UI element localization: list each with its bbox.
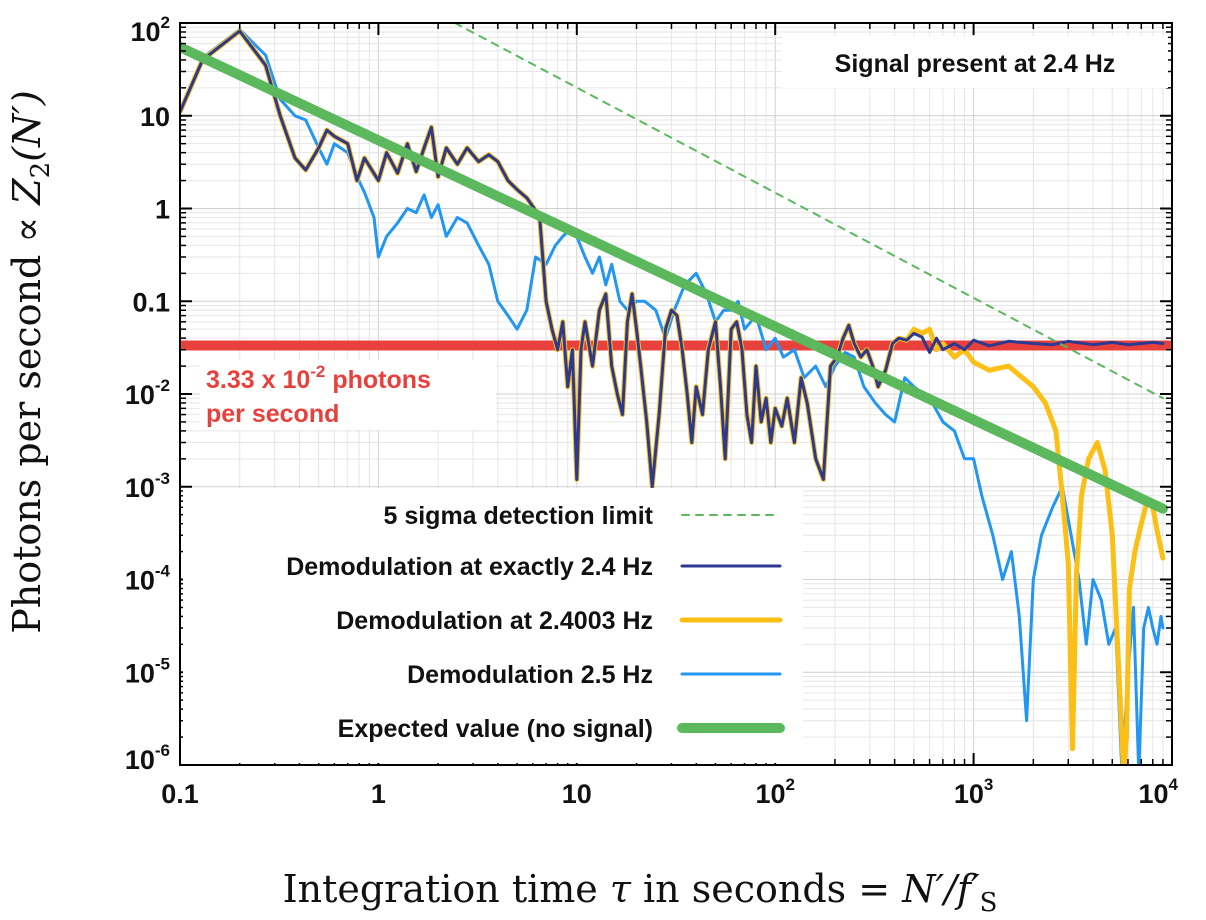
x-tick-label: 1: [371, 779, 386, 809]
series-demodulation-2-5-hz: [180, 28, 1165, 765]
legend-label-expected-value-no-signal: Expected value (no signal): [338, 715, 653, 743]
legend-label-demodulation-at-exactly-2-4-hz: Demodulation at exactly 2.4 Hz: [286, 553, 653, 581]
y-tick-label: 10-4: [125, 562, 171, 596]
series-expected-value-no-signal: [180, 42, 1168, 514]
y-tick-label: 10-3: [125, 469, 170, 503]
y-tick-label: 10: [140, 102, 170, 132]
series-demodulation-at-exactly-2-4-hz: [180, 29, 1165, 489]
y-tick-label: 0.1: [132, 287, 170, 317]
y-tick-label: 10-5: [125, 654, 170, 688]
x-tick-label: 0.1: [161, 779, 199, 809]
legend-label-demodulation-at-2-4003-hz: Demodulation at 2.4003 Hz: [336, 607, 653, 635]
y-tick-label: 1: [155, 195, 170, 225]
y-tick-label: 10-2: [125, 376, 170, 410]
x-tick-label: 102: [755, 775, 795, 809]
red-line-label-bg: [200, 360, 496, 430]
x-tick-label: 103: [954, 775, 994, 809]
y-tick-label: 102: [130, 13, 170, 47]
y-axis-title: Photons per second ∝ Z2(N′): [5, 90, 56, 634]
legend-label-demodulation-2-5-hz: Demodulation 2.5 Hz: [407, 661, 653, 689]
red-line-label-2: per second: [206, 400, 339, 428]
red-line-label-1: 3.33 x 10-2 photons: [206, 362, 431, 394]
annotation-text: Signal present at 2.4 Hz: [835, 50, 1116, 78]
x-axis-title: Integration time τ in seconds = N′/f′S: [283, 867, 998, 918]
legend-background: [183, 488, 803, 763]
legend-label-5-sigma-detection-limit: 5 sigma detection limit: [383, 502, 653, 530]
x-tick-label: 104: [1138, 775, 1178, 809]
y-tick-label: 10-6: [125, 741, 170, 775]
series-5-sigma-detection-limit: [452, 23, 1164, 400]
x-tick-label: 10: [562, 779, 592, 809]
legend: 5 sigma detection limit Demodulation at e…: [183, 488, 803, 763]
series-layer: [180, 23, 1168, 765]
annotation-box: [782, 36, 1168, 88]
